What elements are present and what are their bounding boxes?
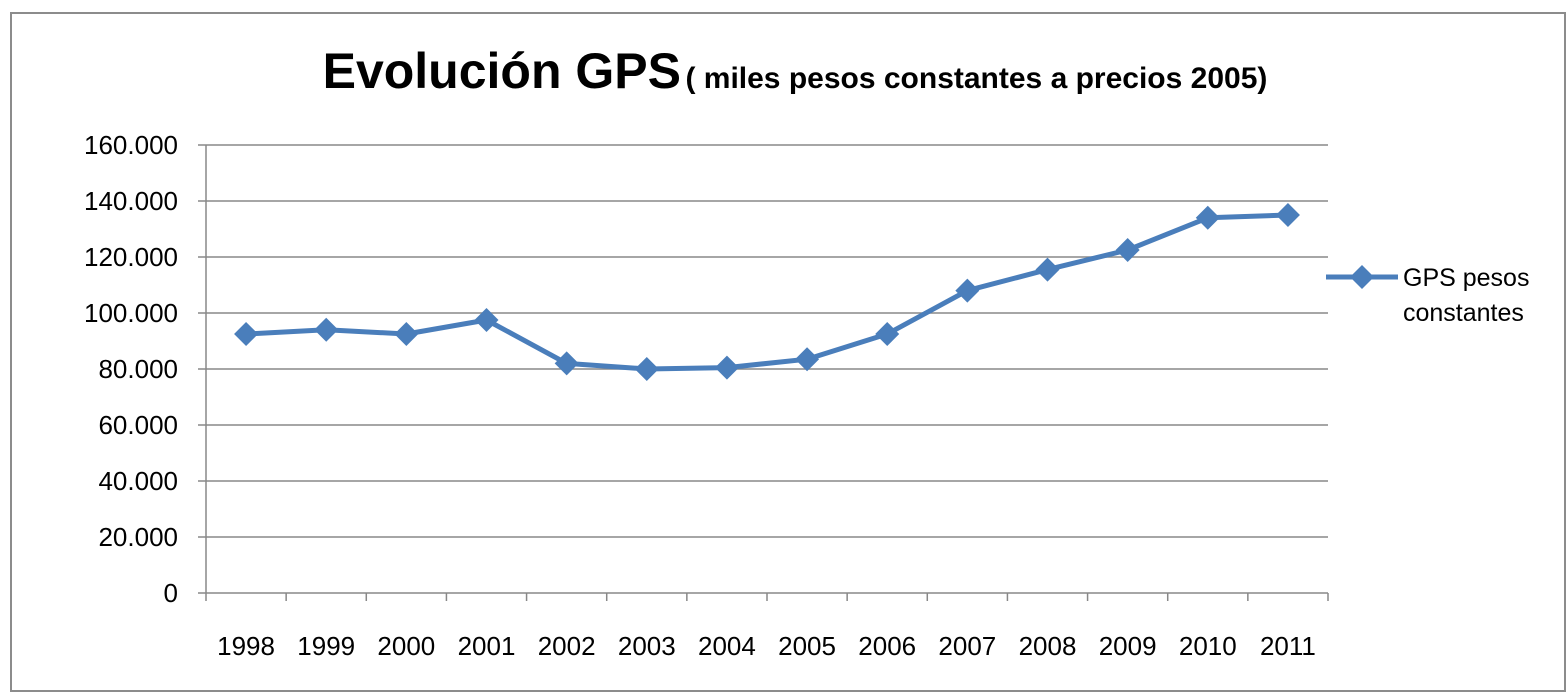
series-line xyxy=(245,212,1289,372)
data-point xyxy=(1115,238,1140,262)
data-point xyxy=(394,322,419,346)
x-tick-label: 1999 xyxy=(297,631,355,661)
data-point xyxy=(314,317,339,342)
y-tick-label: 20.000 xyxy=(98,522,178,552)
x-tick-label: 2004 xyxy=(698,631,756,661)
x-tick-label: 2006 xyxy=(858,631,916,661)
data-point xyxy=(554,351,579,376)
chart-frame xyxy=(10,12,1566,692)
chart-title: Evolución GPS ( miles pesos constantes a… xyxy=(0,42,1568,100)
y-tick-label: 40.000 xyxy=(98,466,178,496)
y-tick-label: 100.000 xyxy=(84,298,178,328)
y-tick-label: 60.000 xyxy=(98,410,178,440)
data-point xyxy=(955,278,980,303)
data-point xyxy=(875,322,900,346)
y-tick-label: 80.000 xyxy=(98,354,178,384)
legend-label: GPS pesos xyxy=(1403,264,1529,292)
data-point xyxy=(634,357,659,381)
x-tick-label: 2010 xyxy=(1179,631,1237,661)
y-tick-labels: 0 20.000 40.000 60.000 80.000 100.000 120.000 1… xyxy=(84,130,178,608)
data-point xyxy=(714,355,739,380)
y-tick-label: 160.000 xyxy=(84,130,178,160)
line-chart: 0 20.000 40.000 60.000 80.000 100.000 120.000 1… xyxy=(84,130,1529,661)
y-tick-label: 0 xyxy=(164,578,178,608)
x-tick-label: 2007 xyxy=(938,631,996,661)
data-point xyxy=(1275,203,1300,227)
legend-marker xyxy=(1350,265,1374,289)
axes xyxy=(198,144,1329,601)
x-tick-label: 2003 xyxy=(618,631,676,661)
x-tick-label: 2008 xyxy=(1019,631,1077,661)
legend-label: constantes xyxy=(1403,299,1524,327)
y-tick-label: 120.000 xyxy=(84,242,178,272)
x-tick-labels: 1998 1999 2000 2001 2002 2003 2004 2005 2006 2007… xyxy=(217,631,1316,661)
x-tick-label: 2001 xyxy=(458,631,516,661)
x-tick-label: 2000 xyxy=(377,631,435,661)
gridlines xyxy=(206,144,1328,538)
data-point xyxy=(795,347,820,372)
chart-subtitle: ( miles pesos constantes a precios 2005) xyxy=(685,62,1268,95)
x-tick-label: 2009 xyxy=(1099,631,1157,661)
data-point xyxy=(474,308,499,332)
x-tick-label: 1998 xyxy=(217,631,275,661)
data-point xyxy=(1035,257,1060,282)
series-gps xyxy=(234,203,1300,381)
x-tick-label: 2005 xyxy=(778,631,836,661)
data-point xyxy=(234,322,259,346)
y-tick-label: 140.000 xyxy=(84,186,178,216)
x-tick-label: 2002 xyxy=(538,631,596,661)
x-tick-label: 2011 xyxy=(1260,631,1316,661)
data-point xyxy=(1195,205,1220,230)
chart-title-main: Evolución GPS xyxy=(322,43,681,99)
legend: GPS pesos constantes xyxy=(1326,264,1529,327)
